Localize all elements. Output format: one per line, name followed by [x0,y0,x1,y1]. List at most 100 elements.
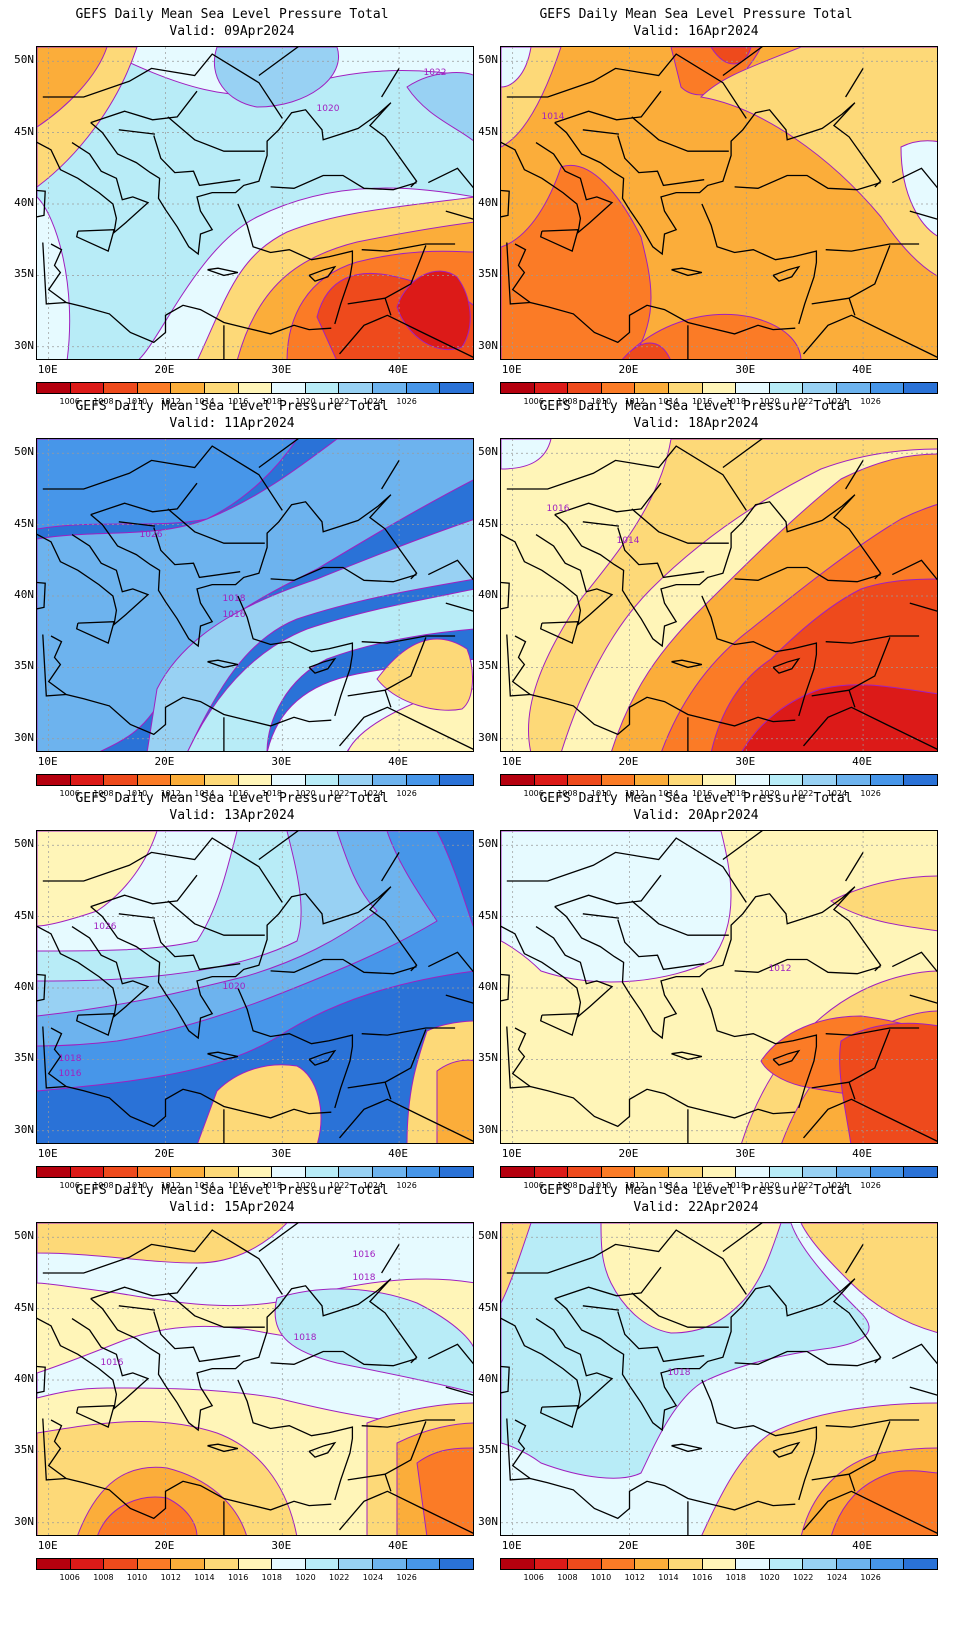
coastline-border [506,837,747,903]
coastline-border [381,460,400,490]
contour-label: 1020 [223,982,246,992]
pressure-region-1012 [376,638,473,711]
map-panel-5: GEFS Daily Mean Sea Level Pressure Total… [0,784,474,1190]
coastline-border [75,229,115,253]
colorbar-label: 1010 [126,789,148,798]
coastline-border [506,242,531,305]
colorbar-swatch [104,1167,138,1177]
coastline-border [506,1418,531,1481]
panel-title: GEFS Daily Mean Sea Level Pressure Total [539,7,853,22]
lon-tick-label: 30E [735,1147,756,1160]
coastline-border [734,566,881,583]
colorbar-swatch [272,383,306,393]
lat-tick-label: 35N [14,1443,34,1457]
colorbar-swatch [373,383,407,393]
coastline-border [617,527,705,579]
coastline-border [845,460,864,490]
contour-label: 1016 [547,504,570,514]
colorbar-label: 1016 [227,397,249,406]
colorbar-swatch [440,1167,473,1177]
colorbar-swatch [736,775,770,785]
colorbar-label: 1010 [590,1573,612,1582]
coastline-border [582,1305,620,1311]
colorbar-label: 1026 [396,397,417,406]
coastline-border [506,1229,747,1295]
coastline-border [909,994,937,1004]
colorbar [500,382,938,394]
lon-tick-label: 10E [501,755,522,768]
coastline-border [722,831,763,861]
coastline-border [47,1419,332,1520]
contour-label: 1018 [223,594,246,604]
coastline-border [42,1418,67,1481]
colorbar-swatch [37,775,71,785]
colorbar-label: 1008 [557,1573,578,1582]
colorbar-swatch [904,383,937,393]
lon-tick-label: 40E [852,363,873,376]
colorbar-label: 1026 [396,1181,417,1190]
pressure-map: 1012 [500,830,938,1144]
colorbar-swatch [601,1167,636,1177]
coastline-border [671,267,703,277]
contour-label: 1016 [223,610,246,620]
coastline-border [617,1311,705,1363]
colorbar-swatch [501,775,535,785]
coastline-border [207,1443,239,1453]
coastline-border [892,951,937,973]
lon-tick-label: 20E [618,1539,639,1552]
lat-tick-label: 40N [478,196,498,209]
contour-label: 1020 [317,104,340,114]
colorbar-swatch [70,383,105,393]
colorbar-swatch [904,1167,937,1177]
lon-tick-label: 30E [271,1539,292,1552]
coastline-border [734,1350,881,1367]
colorbar-label: 1026 [860,1573,881,1582]
colorbar-label: 1022 [329,1573,350,1582]
lat-tick-label: 45N [14,516,34,530]
colorbar-swatch [568,775,602,785]
coastline-border [42,242,67,305]
panel-valid-date: Valid: 18Apr2024 [633,416,759,431]
contour-label: 1018 [668,1368,691,1378]
coastline-border [258,47,299,77]
coastline-border [582,129,620,135]
coastline-border [75,1405,115,1429]
coastline-border [75,621,115,645]
colorbar-label: 1006 [59,1573,80,1582]
coastline-border [848,297,856,316]
coastline-border [118,129,156,135]
panel-title: GEFS Daily Mean Sea Level Pressure Total [539,399,853,414]
coastline-border [37,581,46,610]
coastline-border [428,1343,473,1365]
colorbar-swatch [635,1559,670,1569]
coastline-border [811,637,891,697]
coastline-border [90,886,418,1040]
contour-label: 1012 [769,964,792,974]
coastline-border [118,1305,156,1311]
coastline-border [90,1266,198,1300]
contour-label: 1016 [101,1358,124,1368]
coastline-border [772,265,801,282]
coastline-border [671,1443,703,1453]
colorbar-swatch [870,383,905,393]
colorbar-label: 1020 [759,1181,780,1190]
contour-label: 1018 [294,1333,317,1343]
colorbar-swatch [137,775,172,785]
colorbar-swatch [568,383,602,393]
coastline-border [167,116,265,152]
lon-tick-label: 30E [271,363,292,376]
colorbar-label: 1018 [725,1573,747,1582]
colorbar-label: 1018 [725,397,747,406]
coastline-border [501,189,510,218]
colorbar-swatch [205,1559,239,1569]
coastline-border [848,689,856,708]
pressure-region-1006 [839,1022,937,1143]
coastline-border [428,167,473,189]
colorbar-label: 1010 [126,397,148,406]
coastline-border [701,595,818,717]
colorbar-label: 1006 [523,789,544,798]
coastline-border [825,1027,920,1036]
coastline-border [848,1473,856,1492]
lat-tick-label: 40N [478,1372,498,1385]
coastline-border [848,1081,856,1100]
